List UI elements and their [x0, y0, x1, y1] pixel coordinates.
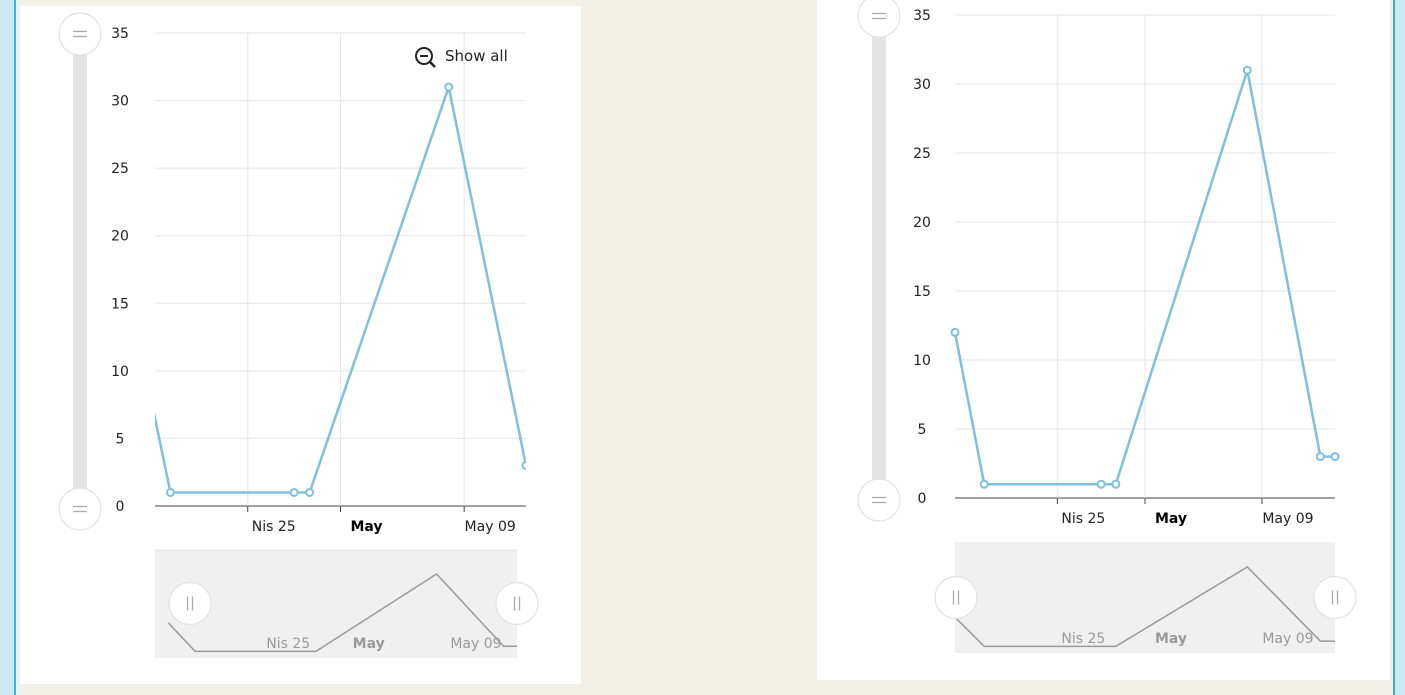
handle-circle	[168, 581, 212, 626]
vertical-zoom-track[interactable]	[73, 34, 87, 509]
data-point[interactable]	[165, 487, 175, 497]
y-tick-label: 30	[111, 94, 129, 110]
series-group	[950, 65, 1340, 489]
x-tick-label: May 09	[465, 519, 516, 535]
data-point[interactable]	[1315, 452, 1325, 462]
handle-circle	[58, 12, 102, 56]
navigator-line	[167, 573, 517, 653]
navigator-series-group	[954, 566, 1335, 648]
navigator-series-group	[167, 573, 517, 653]
y-tick-label: 25	[913, 146, 931, 162]
slider-handle-top[interactable]	[58, 12, 102, 56]
data-point[interactable]	[538, 462, 545, 469]
data-point[interactable]	[1096, 479, 1106, 489]
data-point[interactable]	[289, 487, 299, 497]
data-point[interactable]	[1242, 65, 1252, 75]
y-tick-label: 25	[111, 161, 129, 177]
navigator-line	[954, 566, 1335, 648]
chart-panel-right: 0 5 10 15 20 25 30 35 Nis 25 May May 09 Nis 25 May Ma…	[817, 0, 1390, 680]
navigator-label: May 09	[450, 636, 501, 652]
lens-circle	[415, 47, 433, 65]
y-tick-label: 10	[913, 353, 931, 369]
show-all-button[interactable]: Show all	[415, 47, 508, 68]
data-point[interactable]	[1111, 479, 1121, 489]
y-tick-label: 30	[913, 77, 931, 93]
y-tick-label: 15	[913, 284, 931, 300]
navigator-label: Nis 25	[1061, 631, 1105, 647]
x-tick-label: May 09	[1262, 511, 1313, 527]
data-point[interactable]	[444, 82, 454, 92]
slider-handle-top[interactable]	[857, 0, 901, 38]
vertical-zoom-track[interactable]	[872, 16, 886, 500]
navigator-handle-right[interactable]	[495, 581, 539, 626]
navigator-label: May	[1155, 631, 1187, 647]
x-tick-label: Nis 25	[252, 519, 296, 535]
x-tick-label: Nis 25	[1061, 511, 1105, 527]
lens-handle	[429, 61, 436, 68]
data-point[interactable]	[305, 487, 315, 497]
y-tick-label: 20	[913, 215, 931, 231]
frame-right-border	[1393, 0, 1405, 695]
navigator-handle-left[interactable]	[934, 575, 978, 620]
y-tick-label: 35	[913, 8, 931, 24]
line-chart-right[interactable]: 0 5 10 15 20 25 30 35 Nis 25 May May 09 Nis 25 May Ma…	[817, 0, 1390, 680]
data-point[interactable]	[521, 460, 530, 470]
line-chart-left[interactable]: 0 5 10 15 20 25 30 35 Nis 25 May May 09 Nis 25 May Ma…	[20, 6, 581, 684]
handle-circle	[58, 487, 102, 531]
show-all-label: Show all	[445, 47, 508, 65]
y-tick-label: 0	[918, 491, 927, 507]
handle-circle	[857, 478, 901, 522]
navigator-handle-right[interactable]	[1313, 575, 1357, 620]
data-point[interactable]	[1330, 452, 1340, 462]
handle-circle	[934, 575, 978, 620]
navigator-label: May	[353, 636, 385, 652]
navigator-label: Nis 25	[266, 636, 310, 652]
chart-panel-left: 0 5 10 15 20 25 30 35 Nis 25 May May 09 Nis 25 May Ma…	[20, 6, 581, 684]
y-tick-label: 20	[111, 229, 129, 245]
y-tick-label: 35	[111, 26, 129, 42]
navigator-label: May 09	[1262, 631, 1313, 647]
handle-circle	[495, 581, 539, 626]
navigator-background[interactable]	[155, 549, 517, 658]
y-tick-label: 5	[116, 431, 125, 447]
frame-left-border	[0, 0, 16, 695]
y-tick-label: 15	[111, 296, 129, 312]
slider-handle-bottom[interactable]	[857, 478, 901, 522]
data-point[interactable]	[950, 327, 960, 337]
zoom-out-icon	[415, 47, 436, 68]
data-point[interactable]	[136, 340, 143, 347]
handle-circle	[1313, 575, 1357, 620]
series-group	[136, 82, 545, 497]
x-tick-label: May	[350, 519, 382, 535]
x-tick-label: May	[1155, 511, 1187, 527]
navigator-background[interactable]	[955, 542, 1335, 653]
y-tick-label: 10	[111, 364, 129, 380]
y-tick-label: 0	[116, 499, 125, 515]
data-point[interactable]	[979, 479, 989, 489]
y-tick-label: 5	[918, 422, 927, 438]
navigator-handle-left[interactable]	[168, 581, 212, 626]
slider-handle-bottom[interactable]	[58, 487, 102, 531]
